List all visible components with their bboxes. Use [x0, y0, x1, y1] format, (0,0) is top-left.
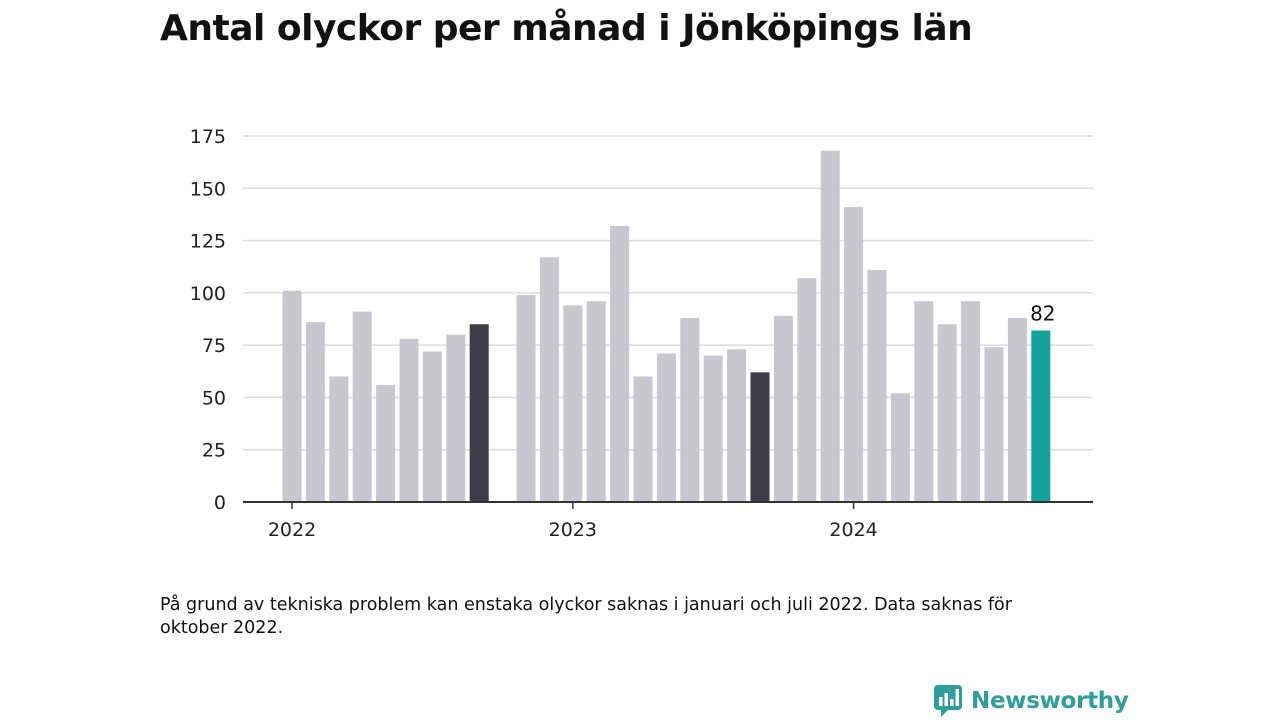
bar-2022-11 [516, 294, 536, 502]
x-tick-label: 2024 [829, 519, 877, 541]
y-tick-label: 0 [214, 492, 226, 514]
bar-2022-12 [539, 257, 559, 502]
bar-2023-06 [680, 317, 700, 502]
bar-2023-10 [773, 315, 793, 502]
bar-2024-01 [844, 207, 864, 502]
bar-2022-09 [469, 324, 489, 502]
bar-2023-09 [750, 372, 770, 502]
bar-2024-07 [984, 347, 1004, 502]
bar-2023-11 [797, 278, 817, 502]
bar-2022-08 [446, 334, 466, 502]
bar-2024-06 [961, 301, 981, 502]
y-tick-label: 175 [190, 126, 226, 148]
footnote: På grund av tekniska problem kan enstaka… [160, 595, 1012, 638]
data-labels: 82 [1030, 302, 1055, 326]
bar-2022-07 [422, 351, 442, 502]
bar-2024-04 [914, 301, 934, 502]
y-tick-label: 150 [190, 178, 226, 200]
bar-2022-03 [329, 376, 349, 502]
x-axis-ticks: 2022 2023 2024 [268, 502, 878, 541]
y-axis-ticks: 0 25 50 75 100 125 150 175 [190, 126, 226, 514]
bar-2023-03 [610, 225, 630, 502]
y-tick-label: 25 [202, 440, 226, 462]
bar-2023-07 [703, 355, 723, 502]
bar-2022-02 [305, 322, 325, 502]
bar-2023-12 [820, 150, 840, 502]
y-tick-label: 100 [190, 283, 226, 305]
brand-name: Newsworthy [971, 688, 1129, 714]
bar-2024-02 [867, 269, 887, 502]
y-tick-label: 125 [190, 231, 226, 253]
bar-2024-09 [1031, 330, 1051, 502]
bar-2023-04 [633, 376, 653, 502]
bar-2023-02 [586, 301, 606, 502]
bar-2022-01 [282, 290, 302, 502]
y-tick-label: 75 [202, 335, 226, 357]
bar-2024-03 [890, 393, 910, 502]
bars [282, 150, 1051, 502]
newsworthy-logo-icon [934, 685, 962, 717]
bar-2022-04 [352, 311, 372, 502]
x-tick-label: 2023 [549, 519, 597, 541]
bar-2023-08 [727, 349, 747, 502]
x-tick-label: 2022 [268, 519, 316, 541]
bar-2024-05 [937, 324, 957, 502]
data-label: 82 [1030, 302, 1055, 326]
chart-title: Antal olyckor per månad i Jönköpings län [160, 8, 973, 49]
brand-logo[interactable]: Newsworthy [933, 684, 1129, 718]
bar-2024-08 [1007, 317, 1027, 502]
bar-2022-05 [376, 384, 396, 502]
bar-chart: 0 25 50 75 100 125 150 175 2022 2023 2024 82 [190, 126, 1093, 541]
y-tick-label: 50 [202, 387, 226, 409]
bar-2022-06 [399, 338, 419, 502]
bar-2023-01 [563, 305, 583, 502]
bar-2023-05 [656, 353, 676, 502]
